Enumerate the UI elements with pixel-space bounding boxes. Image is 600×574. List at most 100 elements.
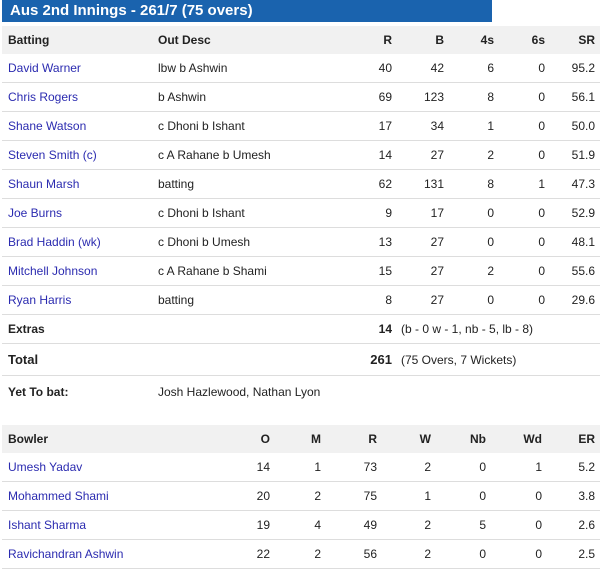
- runs-conceded: 73: [326, 453, 382, 482]
- batsman-name-link[interactable]: David Warner: [8, 61, 81, 75]
- runs-conceded: 49: [326, 510, 382, 540]
- fours: 1: [449, 111, 499, 141]
- runs: 15: [352, 256, 397, 286]
- balls: 27: [397, 227, 449, 257]
- strike-rate: 29.6: [550, 285, 600, 315]
- total-row: Total 261 (75 Overs, 7 Wickets): [2, 343, 600, 376]
- batsman-name-link[interactable]: Ryan Harris: [8, 293, 72, 307]
- runs: 13: [352, 227, 397, 257]
- fours: 0: [449, 227, 499, 257]
- sixes: 0: [499, 256, 550, 286]
- runs: 69: [352, 82, 397, 112]
- balls: 123: [397, 82, 449, 112]
- sixes: 0: [499, 111, 550, 141]
- bowler-name: Umesh Yadav: [2, 453, 222, 482]
- runs: 40: [352, 54, 397, 83]
- header-runs-conceded: R: [326, 425, 382, 453]
- batsman-name-link[interactable]: Shane Watson: [8, 119, 87, 133]
- balls: 42: [397, 54, 449, 83]
- batsman-row: Shaun Marsh batting 62 131 8 1 47.3: [2, 169, 600, 199]
- header-wickets: W: [382, 425, 436, 453]
- batsman-row: Brad Haddin (wk) c Dhoni b Umesh 13 27 0 0 48.…: [2, 227, 600, 257]
- batsman-row: Ryan Harris batting 8 27 0 0 29.6: [2, 285, 600, 315]
- no-balls: 0: [436, 453, 491, 482]
- wides: 0: [491, 481, 547, 511]
- no-balls: 0: [436, 539, 491, 569]
- strike-rate: 48.1: [550, 227, 600, 257]
- strike-rate: 52.9: [550, 198, 600, 228]
- total-detail: (75 Overs, 7 Wickets): [397, 343, 600, 376]
- batsman-name: Brad Haddin (wk): [2, 227, 152, 257]
- extras-row: Extras 14 (b - 0 w - 1, nb - 5, lb - 8): [2, 314, 600, 344]
- batsman-row: David Warner lbw b Ashwin 40 42 6 0 95.2: [2, 54, 600, 83]
- overs: 19: [222, 510, 275, 540]
- batsman-name-link[interactable]: Shaun Marsh: [8, 177, 80, 191]
- header-runs: R: [352, 26, 397, 54]
- runs: 14: [352, 140, 397, 170]
- wickets: 1: [382, 481, 436, 511]
- out-desc: batting: [152, 169, 352, 199]
- out-desc: c Dhoni b Ishant: [152, 198, 352, 228]
- bowler-name: Ishant Sharma: [2, 510, 222, 540]
- out-desc: c Dhoni b Umesh: [152, 227, 352, 257]
- sixes: 1: [499, 169, 550, 199]
- batsman-name-link[interactable]: Mitchell Johnson: [8, 264, 98, 278]
- header-strike-rate: SR: [550, 26, 600, 54]
- sixes: 0: [499, 140, 550, 170]
- header-batting: Batting: [2, 26, 152, 54]
- wickets: 2: [382, 510, 436, 540]
- balls: 27: [397, 140, 449, 170]
- strike-rate: 55.6: [550, 256, 600, 286]
- batting-table: Batting Out Desc R B 4s 6s SR David Warn…: [2, 26, 600, 408]
- batsman-name-link[interactable]: Brad Haddin (wk): [8, 235, 101, 249]
- batsman-name: David Warner: [2, 54, 152, 83]
- strike-rate: 95.2: [550, 54, 600, 83]
- bowler-row: Ishant Sharma 19 4 49 2 5 0 2.6: [2, 510, 600, 540]
- batsman-name: Ryan Harris: [2, 285, 152, 315]
- balls: 27: [397, 256, 449, 286]
- economy: 2.6: [547, 510, 600, 540]
- fours: 2: [449, 140, 499, 170]
- fours: 8: [449, 82, 499, 112]
- bowling-table: Bowler O M R W Nb Wd ER Umesh Yadav 14 1 73…: [2, 425, 600, 569]
- runs: 8: [352, 285, 397, 315]
- economy: 2.5: [547, 539, 600, 569]
- batsman-row: Mitchell Johnson c A Rahane b Shami 15 27 2 0…: [2, 256, 600, 286]
- batsman-name: Mitchell Johnson: [2, 256, 152, 286]
- wickets: 2: [382, 539, 436, 569]
- yet-to-bat-label: Yet To bat:: [8, 385, 69, 399]
- fours: 8: [449, 169, 499, 199]
- header-maidens: M: [275, 425, 326, 453]
- fours: 0: [449, 198, 499, 228]
- total-label: Total: [2, 343, 152, 376]
- balls: 34: [397, 111, 449, 141]
- batsman-name-link[interactable]: Joe Burns: [8, 206, 63, 220]
- runs-conceded: 75: [326, 481, 382, 511]
- wides: 0: [491, 510, 547, 540]
- bowler-name-link[interactable]: Umesh Yadav: [8, 460, 83, 474]
- bowler-name: Ravichandran Ashwin: [2, 539, 222, 569]
- bowler-name-link[interactable]: Ravichandran Ashwin: [8, 547, 124, 561]
- header-economy: ER: [547, 425, 600, 453]
- bowler-name-link[interactable]: Ishant Sharma: [8, 518, 87, 532]
- batsman-name-link[interactable]: Steven Smith (c): [8, 148, 97, 162]
- header-out-desc: Out Desc: [152, 26, 352, 54]
- balls: 131: [397, 169, 449, 199]
- runs: 17: [352, 111, 397, 141]
- batting-header-row: Batting Out Desc R B 4s 6s SR: [2, 26, 600, 54]
- runs: 9: [352, 198, 397, 228]
- strike-rate: 50.0: [550, 111, 600, 141]
- header-balls: B: [397, 26, 449, 54]
- batsman-name: Shaun Marsh: [2, 169, 152, 199]
- fours: 6: [449, 54, 499, 83]
- header-no-balls: Nb: [436, 425, 491, 453]
- header-overs: O: [222, 425, 275, 453]
- out-desc: b Ashwin: [152, 82, 352, 112]
- extras-detail: (b - 0 w - 1, nb - 5, lb - 8): [397, 314, 600, 344]
- total-value: 261: [352, 343, 397, 376]
- batsman-name-link[interactable]: Chris Rogers: [8, 90, 79, 104]
- bowler-name-link[interactable]: Mohammed Shami: [8, 489, 109, 503]
- strike-rate: 47.3: [550, 169, 600, 199]
- header-sixes: 6s: [499, 26, 550, 54]
- no-balls: 5: [436, 510, 491, 540]
